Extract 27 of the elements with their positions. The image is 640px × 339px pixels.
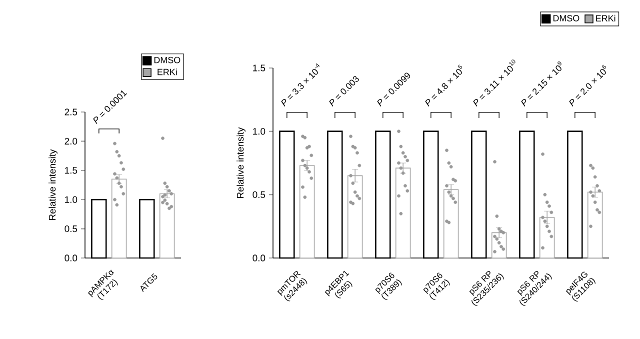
bar xyxy=(159,193,175,258)
bar xyxy=(299,165,315,258)
legend-label: DMSO xyxy=(154,56,180,64)
legend-label: ERKi xyxy=(596,14,616,22)
y-tick-label: 1.5 xyxy=(65,167,78,174)
annotation: P = 4.8 × 10$^{5}$ xyxy=(425,64,462,107)
bar xyxy=(111,178,127,258)
y-tick-label: 1.0 xyxy=(253,128,266,135)
y-tick-label: 2.0 xyxy=(64,138,78,145)
y-tick-label: 1.5 xyxy=(253,64,266,72)
y-axis-title: Relative intensity xyxy=(236,127,246,198)
legend-label: DMSO xyxy=(553,15,580,22)
annotation: P = 3.3 × 10$^{-4}$ xyxy=(281,63,320,107)
annotation: P = 3.11 × 10$^{10}$ xyxy=(473,60,516,107)
annotation: P = 2.0 × 10$^{6}$ xyxy=(569,64,606,107)
y-tick-label: 0.5 xyxy=(64,225,78,232)
bar xyxy=(443,189,459,258)
bar xyxy=(395,168,411,258)
y-tick-label: 2.5 xyxy=(64,108,78,116)
y-tick-label: 0.0 xyxy=(64,254,78,262)
y-tick-label: 0.0 xyxy=(252,254,266,262)
y-tick-label: 1.0 xyxy=(65,196,78,203)
legend-label: ERKi xyxy=(158,68,177,76)
bar xyxy=(587,192,603,258)
y-axis-title: Relative intensity xyxy=(48,149,58,220)
bar xyxy=(347,175,363,258)
y-tick-label: 0.5 xyxy=(252,191,266,198)
